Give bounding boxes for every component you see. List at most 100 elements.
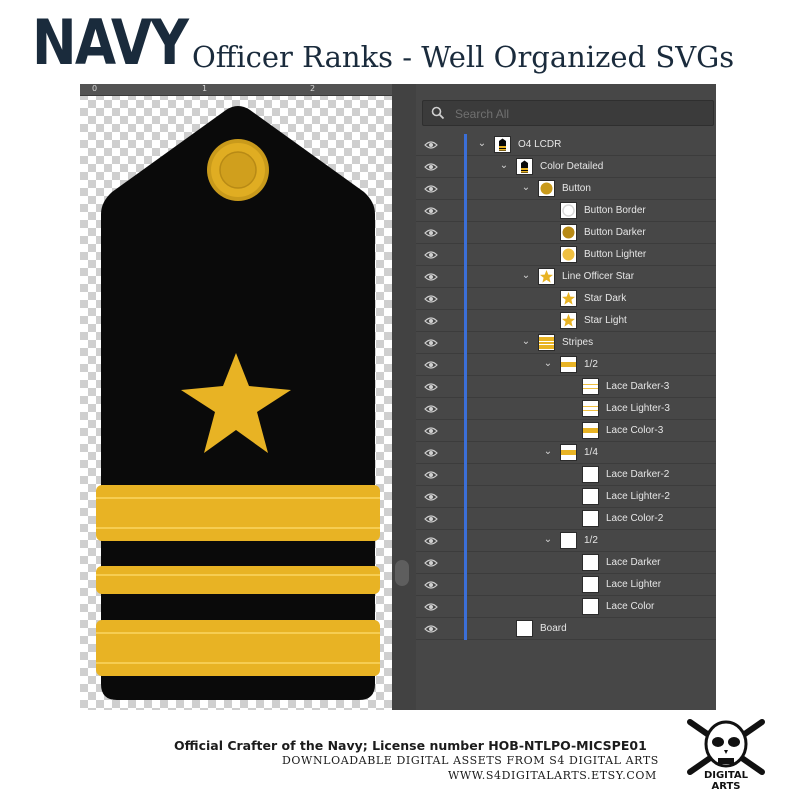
layer-row[interactable]: Star Dark [416,288,716,310]
chevron-down-icon[interactable]: ⌄ [543,534,553,545]
layer-row[interactable]: ⌄ Color Detailed [416,156,716,178]
eye-icon[interactable] [424,382,438,395]
layer-color-bar [464,310,467,332]
chevron-down-icon[interactable]: ⌄ [499,160,509,171]
layer-row[interactable]: Lace Darker [416,552,716,574]
layer-thumbnail [560,532,577,549]
layer-row[interactable]: Board [416,618,716,640]
logo-wordmark: DIGITAL ARTS [703,770,749,792]
layer-color-bar [464,464,467,486]
chevron-down-icon[interactable]: ⌄ [521,182,531,193]
layer-thumbnail [582,422,599,439]
layer-row[interactable]: ⌄ O4 LCDR [416,134,716,156]
eye-icon[interactable] [424,272,438,285]
eye-icon[interactable] [424,624,438,637]
eye-icon[interactable] [424,228,438,241]
eye-icon[interactable] [424,426,438,439]
layer-color-bar [464,266,467,288]
layer-row[interactable]: Lace Color-2 [416,508,716,530]
eye-icon[interactable] [424,580,438,593]
s4-skull-logo [687,719,765,775]
eye-icon[interactable] [424,250,438,263]
eye-icon[interactable] [424,602,438,615]
layer-thumbnail [582,510,599,527]
layers-list: ⌄ O4 LCDR ⌄ Color Detailed ⌄ Button Button Bor… [416,134,716,640]
artboard-canvas[interactable]: 0 1 2 [80,84,392,710]
layer-row[interactable]: Lace Lighter-2 [416,486,716,508]
layer-name: 1/2 [584,535,598,546]
layer-thumbnail [582,488,599,505]
layer-name: 1/4 [584,447,598,458]
search-placeholder: Search All [455,107,510,121]
footer-website-line: WWW.S4DIGITALARTS.ETSY.COM [448,769,657,782]
chevron-down-icon[interactable]: ⌄ [521,270,531,281]
chevron-down-icon[interactable]: ⌄ [543,358,553,369]
layer-thumbnail [560,202,577,219]
stripe-bottom [96,620,380,676]
layer-color-bar [464,134,467,156]
layer-name: Color Detailed [540,161,604,172]
chevron-down-icon[interactable]: ⌄ [477,138,487,149]
layers-search-input[interactable]: Search All [422,100,714,126]
chevron-down-icon[interactable]: ⌄ [543,446,553,457]
layer-color-bar [464,398,467,420]
layer-color-bar [464,178,467,200]
layer-row[interactable]: ⌄ 1/2 [416,530,716,552]
layer-name: Lace Darker-2 [606,469,670,480]
eye-icon[interactable] [424,206,438,219]
layer-name: Board [540,623,567,634]
eye-icon[interactable] [424,360,438,373]
layer-thumbnail [560,290,577,307]
eye-icon[interactable] [424,404,438,417]
layer-name: Lace Color [606,601,655,612]
layer-row[interactable]: ⌄ 1/2 [416,354,716,376]
layer-row[interactable]: Lace Color [416,596,716,618]
eye-icon[interactable] [424,514,438,527]
ruler-label-2: 2 [310,84,316,93]
layer-color-bar [464,618,467,640]
layer-row[interactable]: Lace Lighter-3 [416,398,716,420]
eye-icon[interactable] [424,558,438,571]
layer-name: Lace Darker [606,557,661,568]
layer-row[interactable]: ⌄ 1/4 [416,442,716,464]
layer-thumbnail [582,598,599,615]
layer-row[interactable]: Button Border [416,200,716,222]
layer-name: Star Light [584,315,627,326]
layer-name: Button Border [584,205,646,216]
layer-thumbnail [560,444,577,461]
layer-row[interactable]: Button Darker [416,222,716,244]
layer-row[interactable]: ⌄ Line Officer Star [416,266,716,288]
chevron-down-icon[interactable]: ⌄ [521,336,531,347]
eye-icon[interactable] [424,162,438,175]
line-officer-star [181,353,291,453]
layer-color-bar [464,508,467,530]
layer-row[interactable]: ⌄ Stripes [416,332,716,354]
layer-thumbnail [494,136,511,153]
layer-color-bar [464,244,467,266]
eye-icon[interactable] [424,294,438,307]
eye-icon[interactable] [424,536,438,549]
layer-name: O4 LCDR [518,139,562,150]
panel-divider[interactable] [392,84,416,710]
layer-thumbnail [560,246,577,263]
layer-thumbnail [582,378,599,395]
layer-thumbnail [516,620,533,637]
layer-row[interactable]: Star Light [416,310,716,332]
layer-thumbnail [538,180,555,197]
eye-icon[interactable] [424,316,438,329]
layer-row[interactable]: Lace Darker-3 [416,376,716,398]
eye-icon[interactable] [424,470,438,483]
eye-icon[interactable] [424,448,438,461]
layer-row[interactable]: Lace Darker-2 [416,464,716,486]
layer-row[interactable]: Lace Lighter [416,574,716,596]
layer-thumbnail [582,554,599,571]
eye-icon[interactable] [424,140,438,153]
eye-icon[interactable] [424,184,438,197]
stripe-middle [96,566,380,594]
eye-icon[interactable] [424,338,438,351]
layer-row[interactable]: Button Lighter [416,244,716,266]
eye-icon[interactable] [424,492,438,505]
scroll-grip[interactable] [395,560,409,586]
layer-row[interactable]: ⌄ Button [416,178,716,200]
layer-row[interactable]: Lace Color-3 [416,420,716,442]
